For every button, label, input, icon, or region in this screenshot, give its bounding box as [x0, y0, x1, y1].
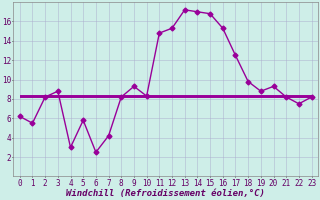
X-axis label: Windchill (Refroidissement éolien,°C): Windchill (Refroidissement éolien,°C)	[66, 189, 265, 198]
